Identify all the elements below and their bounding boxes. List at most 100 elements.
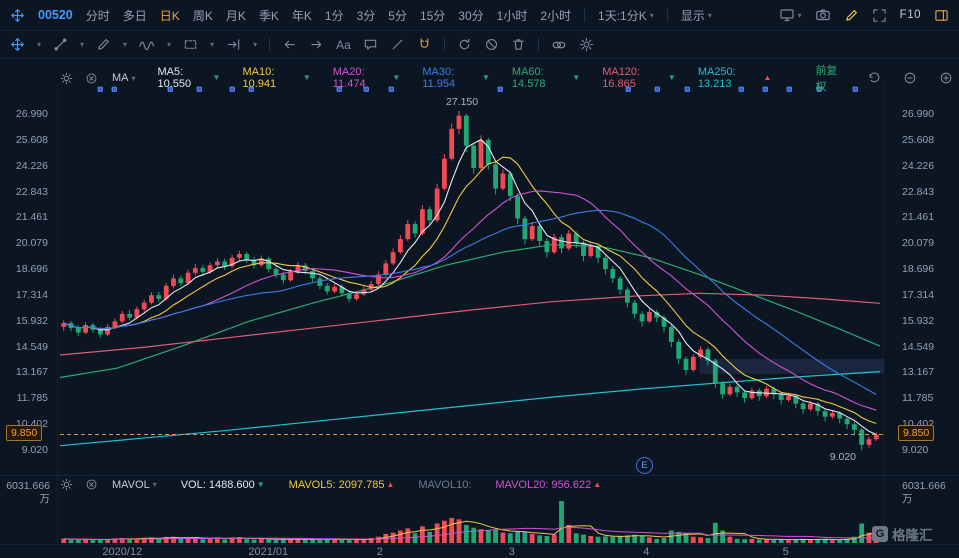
fullscreen-icon[interactable] — [872, 8, 887, 23]
event-marker[interactable] — [816, 86, 822, 92]
event-marker[interactable] — [229, 86, 235, 92]
chevron-down-icon[interactable]: ▾ — [80, 40, 85, 49]
event-marker[interactable] — [388, 86, 394, 92]
event-marker[interactable] — [363, 86, 369, 92]
indicator-readout: MA20: 11.474 ▼ — [332, 66, 401, 90]
event-marker[interactable] — [625, 86, 631, 92]
move-icon[interactable] — [10, 8, 25, 23]
close-indicator-icon[interactable] — [85, 478, 98, 491]
candlestick-chart[interactable] — [0, 59, 959, 558]
measure-tool-icon[interactable] — [226, 37, 241, 52]
indicator-settings-gear-icon[interactable] — [60, 478, 73, 491]
period-tab-3分[interactable]: 3分 — [356, 8, 376, 23]
hide-drawings-icon[interactable] — [484, 37, 499, 52]
brush-tool-icon[interactable] — [96, 37, 111, 52]
camera-icon[interactable] — [815, 7, 831, 23]
price-axis-label: 11.785 — [902, 392, 934, 405]
indicator-selector-mavol[interactable]: MAVOL ▾ — [112, 479, 157, 491]
f10-button[interactable]: F10 — [899, 9, 921, 21]
volume-axis-right: 6031.666 万 — [898, 480, 946, 506]
period-tab-2小时[interactable]: 2小时 — [540, 8, 572, 23]
settings-gear-icon[interactable] — [579, 37, 594, 52]
event-marker[interactable] — [167, 86, 173, 92]
chevron-down-icon[interactable]: ▾ — [167, 40, 172, 49]
delete-drawings-icon[interactable] — [511, 37, 526, 52]
period-tab-季K[interactable]: 季K — [258, 8, 279, 23]
period-tab-周K[interactable]: 周K — [192, 8, 213, 23]
chevron-down-icon[interactable]: ▾ — [37, 40, 42, 49]
edit-pencil-icon[interactable] — [844, 8, 859, 23]
zoom-out-icon[interactable] — [903, 71, 917, 85]
event-marker[interactable] — [684, 86, 690, 92]
price-axis-label: 20.079 — [902, 237, 935, 250]
period-tab-1分[interactable]: 1分 — [324, 8, 344, 23]
volume-readouts: VOL: 1488.600 ▼ MAVOL5: 2097.785 ▲ MAVOL10: M… — [181, 479, 601, 491]
event-badge[interactable]: E — [636, 457, 653, 474]
indicator-readout: MA10: 10.941 ▼ — [242, 66, 311, 90]
text-tool[interactable]: Aa — [336, 37, 351, 52]
event-marker[interactable] — [852, 86, 858, 92]
event-marker[interactable] — [654, 86, 660, 92]
panel-toggle-icon[interactable] — [934, 8, 949, 23]
indicator-selector-ma[interactable]: MA ▾ — [112, 72, 136, 84]
period-tab-15分[interactable]: 15分 — [419, 8, 446, 23]
interval-preset-menu[interactable]: 1天:1分K ▾ — [598, 7, 654, 24]
chevron-down-icon: ▾ — [649, 10, 654, 20]
price-axis-label: 14.549 — [15, 340, 48, 353]
shape-tool-icon[interactable] — [183, 37, 198, 52]
down-triangle-icon: ▼ — [572, 73, 581, 82]
event-marker[interactable] — [786, 86, 792, 92]
event-marker[interactable] — [196, 86, 202, 92]
event-marker[interactable] — [97, 86, 103, 92]
event-marker[interactable] — [762, 86, 768, 92]
chevron-down-icon[interactable]: ▾ — [123, 40, 128, 49]
zoom-in-icon[interactable] — [939, 71, 953, 85]
layout-menu[interactable]: ▾ — [779, 7, 802, 23]
period-tabs: 分时 多日 日K 周K 月K 季K 年K 1分 3分 5分 15分 30分 1小时 2小时 — [86, 7, 571, 24]
price-axis-label: 17.314 — [15, 288, 48, 301]
display-menu[interactable]: 显示 ▾ — [681, 7, 712, 24]
trendline-tool-icon[interactable] — [53, 37, 68, 52]
period-tab-1小时[interactable]: 1小时 — [496, 8, 528, 23]
high-annotation: 27.150 — [446, 96, 479, 108]
price-axis-label: 9.020 — [21, 444, 48, 456]
period-tab-5分[interactable]: 5分 — [388, 8, 407, 23]
ma-label: MA — [112, 72, 129, 84]
overlap-compare-icon[interactable] — [551, 37, 567, 53]
price-axis-label: 15.932 — [15, 314, 48, 327]
period-tab-月K[interactable]: 月K — [225, 8, 246, 23]
ma-indicator-row: MA ▾ MA5: 10.550 ▼ MA10: 10.941 ▼ MA20: 11.47… — [60, 62, 953, 94]
close-indicator-icon[interactable] — [85, 72, 98, 85]
event-marker[interactable] — [738, 86, 744, 92]
cursor-move-tool-icon[interactable] — [10, 37, 25, 52]
chevron-down-icon[interactable]: ▾ — [210, 40, 215, 49]
period-tab-年K[interactable]: 年K — [291, 8, 312, 23]
price-axis-label: 26.990 — [902, 108, 935, 120]
undo-icon[interactable] — [282, 37, 297, 52]
chevron-down-icon[interactable]: ▾ — [253, 40, 258, 49]
period-tab-多日[interactable]: 多日 — [122, 8, 147, 23]
comment-tool-icon[interactable] — [363, 37, 378, 52]
magnet-tool-icon[interactable] — [417, 37, 432, 52]
event-marker[interactable] — [336, 86, 342, 92]
price-axis-label: 14.549 — [902, 340, 935, 353]
adjust-mode-label[interactable]: 前复权 — [815, 65, 838, 93]
price-axis-label: 18.696 — [902, 263, 935, 276]
price-axis-right[interactable]: 26.990 25.608 24.226 22.843 21.461 20.079 18.6… — [898, 59, 958, 558]
line-tool-icon[interactable] — [390, 37, 405, 52]
restore-icon[interactable] — [867, 71, 881, 85]
period-tab-日K[interactable]: 日K — [159, 8, 180, 23]
event-marker[interactable] — [111, 86, 117, 92]
time-axis-label: 2021/01 — [248, 546, 289, 558]
redo-icon[interactable] — [309, 37, 324, 52]
event-marker[interactable] — [497, 86, 503, 92]
period-tab-分时[interactable]: 分时 — [85, 8, 110, 23]
wave-tool-icon[interactable] — [139, 37, 155, 53]
price-axis-label: 13.167 — [15, 366, 48, 379]
stock-code[interactable]: 00520 — [38, 8, 73, 22]
continuous-draw-icon[interactable] — [457, 37, 472, 52]
period-tab-30分[interactable]: 30分 — [458, 8, 484, 23]
indicator-settings-gear-icon[interactable] — [60, 72, 73, 85]
event-marker[interactable] — [248, 86, 254, 92]
chevron-down-icon: ▾ — [131, 73, 136, 83]
